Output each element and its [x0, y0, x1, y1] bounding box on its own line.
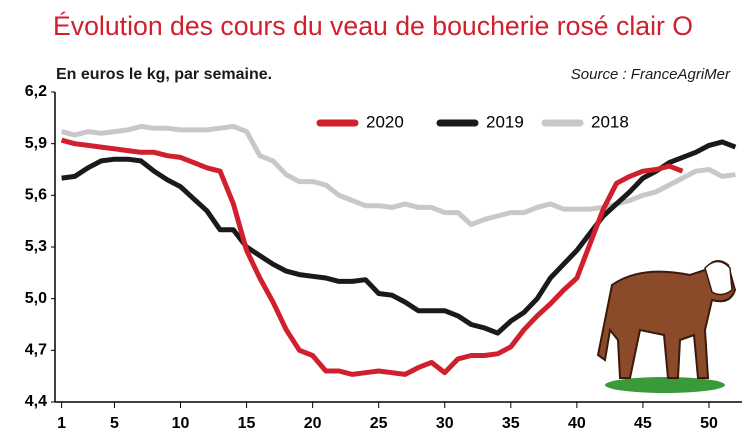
y-tick-label: 5,6 — [25, 187, 47, 204]
x-tick-label: 35 — [502, 415, 520, 432]
x-tick-label: 45 — [634, 415, 652, 432]
legend-label: 2018 — [591, 112, 629, 131]
chart-subtitle: En euros le kg, par semaine. — [56, 66, 272, 83]
y-tick-label: 5,9 — [25, 135, 47, 152]
y-tick-label: 5,3 — [25, 238, 47, 255]
x-tick-label: 25 — [370, 415, 388, 432]
legend-label: 2019 — [486, 112, 524, 131]
series-line — [60, 137, 684, 377]
chart-title: Évolution des cours du veau de boucherie… — [53, 11, 693, 41]
y-tick-label: 4,7 — [25, 342, 47, 359]
x-tick-label: 1 — [57, 415, 66, 432]
x-tick-label: 40 — [568, 415, 586, 432]
series-line — [60, 123, 736, 228]
x-tick-label: 50 — [700, 415, 718, 432]
y-tick-label: 6,2 — [25, 83, 47, 100]
series-line — [61, 139, 737, 336]
x-tick-label: 10 — [172, 415, 190, 432]
y-tick-label: 5,0 — [25, 290, 47, 307]
x-tick-label: 15 — [238, 415, 256, 432]
chart-source: Source : FranceAgriMer — [571, 66, 731, 83]
x-tick-label: 30 — [436, 415, 454, 432]
y-tick-label: 4,4 — [25, 393, 47, 410]
x-tick-label: 20 — [304, 415, 322, 432]
legend-label: 2020 — [366, 112, 404, 131]
calf-illustration — [596, 260, 737, 393]
x-tick-label: 5 — [110, 415, 119, 432]
